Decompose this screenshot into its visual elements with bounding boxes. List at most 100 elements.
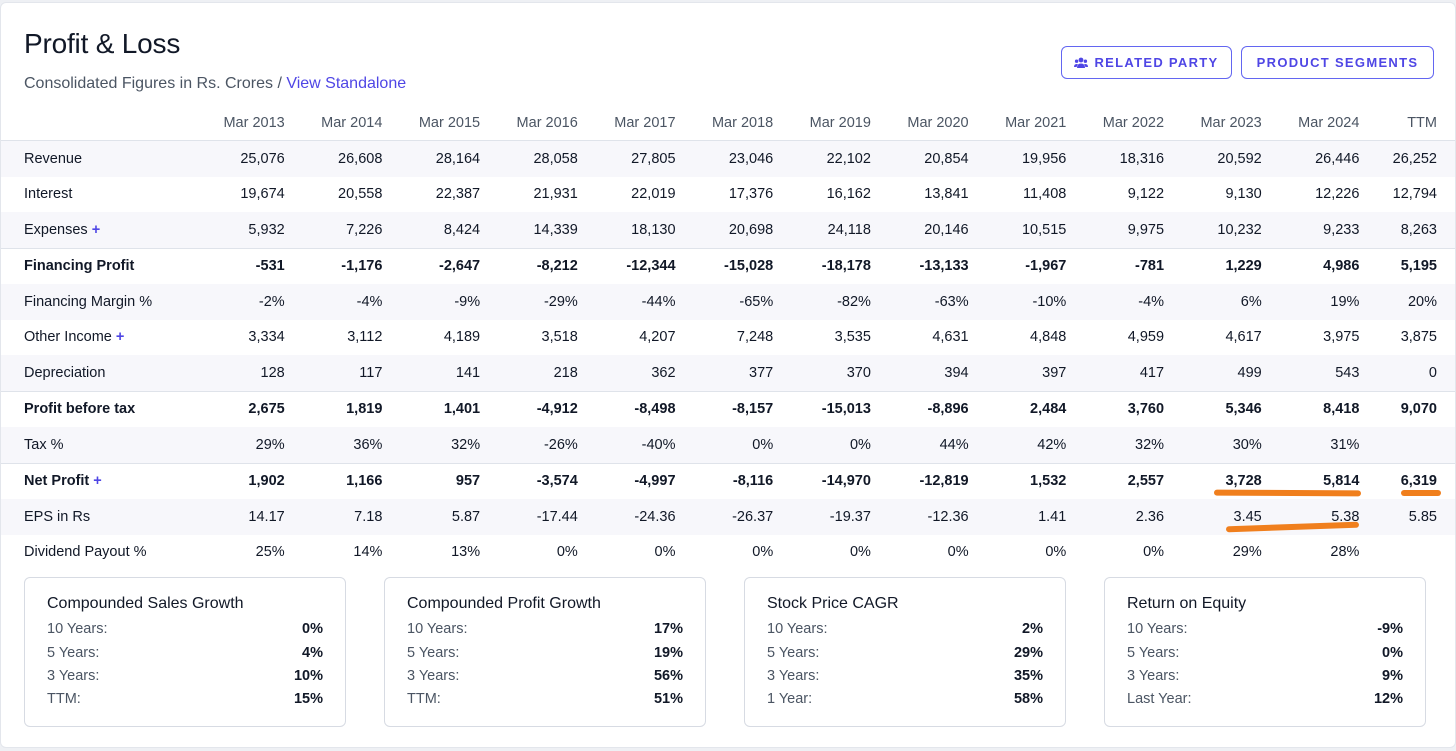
table-cell: 10,515 xyxy=(983,212,1082,248)
stats-row: 3 Years: 56% xyxy=(407,668,683,684)
table-cell: -8,498 xyxy=(592,390,691,427)
table-cell: 5,346 xyxy=(1179,390,1277,427)
table-cell: 17,376 xyxy=(728,186,774,203)
stats-value: 51% xyxy=(653,691,683,707)
table-cell: 370 xyxy=(788,355,886,391)
table-cell xyxy=(1374,427,1455,463)
product-segments-label: PRODUCT SEGMENTS xyxy=(1256,55,1419,70)
row-label[interactable]: Expenses + xyxy=(1,212,202,248)
row-label: Dividend Payout % xyxy=(1,535,202,571)
stats-label: 5 Years: xyxy=(47,645,100,661)
table-cell: 141 xyxy=(397,355,496,391)
table-cell: 20,558 xyxy=(338,186,383,203)
stats-row: TTM: 15% xyxy=(47,691,323,707)
table-cell: 36% xyxy=(299,427,398,463)
table-cell: 44% xyxy=(885,427,984,463)
table-cell: 0% xyxy=(788,427,886,463)
table-cell: 24,118 xyxy=(788,212,886,248)
table-cell: -531 xyxy=(202,247,300,284)
row-label-text: Interest xyxy=(24,186,73,203)
related-party-button[interactable]: RELATED PARTY xyxy=(1061,46,1232,79)
page-title: Profit & Loss xyxy=(24,28,181,59)
table-cell: 362 xyxy=(592,355,691,391)
row-label[interactable]: Other Income + xyxy=(1,320,202,356)
table-cell: 4,189 xyxy=(443,329,481,346)
table-cell: -4% xyxy=(299,284,398,320)
row-label-text: Profit before tax xyxy=(24,401,136,418)
table-cell: 394 xyxy=(885,355,984,391)
table-cell: 7.18 xyxy=(299,499,398,535)
table-row[interactable]: Other Income +3,334 3,112 4,189 3,518 4,207 7,… xyxy=(1,320,1455,356)
page-subtitle: Consolidated Figures in Rs. Crores / Vie… xyxy=(24,75,406,93)
column-header: Mar 2013 xyxy=(202,105,300,141)
table-cell: 543 xyxy=(1276,355,1375,391)
column-header: Mar 2022 xyxy=(1081,105,1180,141)
table-cell: 32% xyxy=(1081,427,1180,463)
table-cell: 31% xyxy=(1276,427,1375,463)
table-row: Tax % 29% 36% 32% -26% -40% 0% 0% 44% 42% 32% 30% 31… xyxy=(1,427,1455,463)
row-label-text: Financing Margin % xyxy=(24,293,153,310)
table-row: Financing Profit -531 -1,176 -2,647 -8,212 -1… xyxy=(1,247,1455,284)
stats-row: Last Year: 12% xyxy=(1127,691,1403,707)
view-standalone-link[interactable]: View Standalone xyxy=(286,75,407,92)
table-cell: 2,675 xyxy=(202,390,300,427)
column-header: TTM xyxy=(1374,105,1455,141)
table-row[interactable]: Net Profit +1,902 1,166 957 -3,574 -4,997 -8,1… xyxy=(1,462,1455,499)
expand-plus-icon[interactable]: + xyxy=(115,329,125,346)
table-cell: -24.36 xyxy=(592,499,691,535)
stats-row: 3 Years: 10% xyxy=(47,668,323,684)
table-cell: 1,166 xyxy=(299,462,398,499)
stats-row: 10 Years: 2% xyxy=(767,621,1043,637)
expand-plus-icon[interactable]: + xyxy=(93,473,102,490)
table-cell: -82% xyxy=(788,284,886,320)
table-cell: 128 xyxy=(202,355,300,391)
stats-row: 10 Years: -9% xyxy=(1127,621,1403,637)
table-cell: 12,794 xyxy=(1392,186,1437,203)
table-cell: 26,608 xyxy=(299,140,398,177)
table-cell: -15,028 xyxy=(690,247,789,284)
table-cell: 26,446 xyxy=(1276,140,1375,177)
row-label-text: EPS in Rs xyxy=(24,508,91,525)
stats-value: 19% xyxy=(653,645,683,661)
table-cell: 29% xyxy=(1232,544,1262,561)
table-cell: 1,532 xyxy=(983,462,1082,499)
table-cell: 1.41 xyxy=(983,499,1082,535)
table-cell: 20,698 xyxy=(690,212,789,248)
table-cell: 14% xyxy=(353,544,383,561)
table-cell: 2,484 xyxy=(983,390,1082,427)
row-label-text: Depreciation xyxy=(24,364,106,381)
stats-row: 5 Years: 29% xyxy=(767,645,1043,661)
return-on-equity-box: Return on Equity 10 Years: -9% 5 Years: 0%… xyxy=(1104,577,1426,727)
column-header: Mar 2018 xyxy=(690,105,789,141)
table-cell: 6,319 xyxy=(1374,462,1455,499)
table-cell: 12,226 xyxy=(1315,186,1360,203)
table-row[interactable]: Expenses +5,932 7,226 8,424 14,339 18,130 20,6… xyxy=(1,212,1455,248)
table-cell: 8,263 xyxy=(1374,212,1455,248)
table-cell: 5,195 xyxy=(1374,247,1455,284)
table-cell: 3,334 xyxy=(248,329,285,346)
table-cell: -4,912 xyxy=(495,390,593,427)
stats-label: 10 Years: xyxy=(407,621,468,637)
highlight-underline-net-profit-ttm xyxy=(1401,490,1441,496)
compounded-sales-growth-box: Compounded Sales Growth 10 Years: 0% 5 Ye… xyxy=(24,577,346,727)
table-cell: -12.36 xyxy=(885,499,984,535)
row-label[interactable]: Net Profit + xyxy=(1,462,202,499)
product-segments-button[interactable]: PRODUCT SEGMENTS xyxy=(1241,46,1434,79)
table-cell: 26,252 xyxy=(1374,140,1455,177)
table-cell: 8,424 xyxy=(397,212,496,248)
expand-plus-icon[interactable]: + xyxy=(91,221,101,238)
stats-label: TTM: xyxy=(407,691,441,707)
column-header: Mar 2020 xyxy=(885,105,984,141)
table-cell: 0% xyxy=(654,544,676,561)
table-cell: 0% xyxy=(690,427,789,463)
table-cell: 30% xyxy=(1179,427,1277,463)
stats-row: 10 Years: 17% xyxy=(407,621,683,637)
table-cell: 0% xyxy=(752,544,774,561)
stats-value: 12% xyxy=(1373,691,1403,707)
row-label: Profit before tax xyxy=(1,390,202,427)
table-cell: -4,997 xyxy=(592,462,691,499)
table-row: Interest 19,674 20,558 22,387 21,931 22,019 17… xyxy=(1,177,1455,213)
table-cell: 4,848 xyxy=(1030,329,1067,346)
stats-row: 3 Years: 35% xyxy=(767,668,1043,684)
table-cell: -26.37 xyxy=(690,499,789,535)
